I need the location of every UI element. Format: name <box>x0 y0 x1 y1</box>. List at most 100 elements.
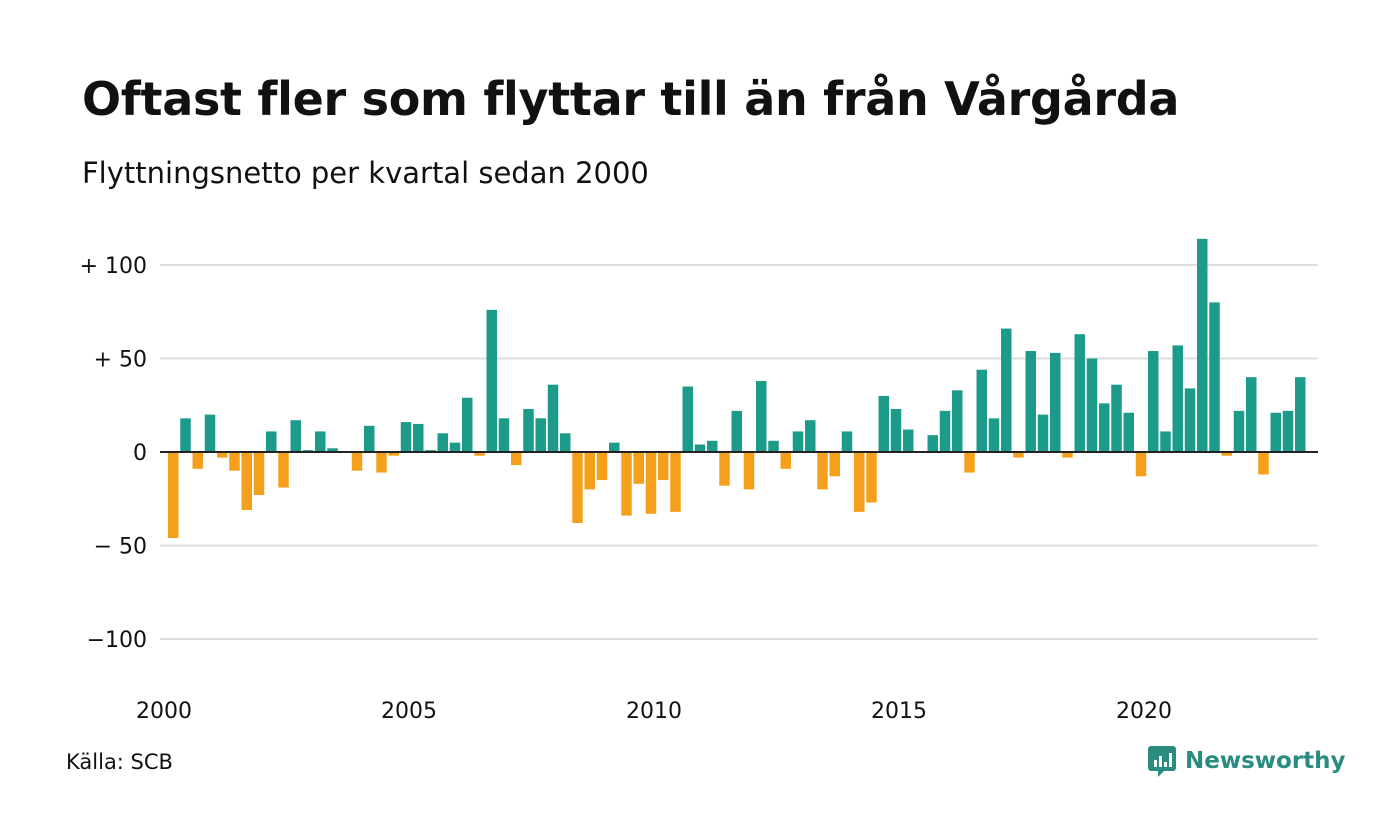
bar <box>780 452 791 469</box>
bar <box>633 452 644 484</box>
x-tick-label: 2000 <box>136 699 192 724</box>
bar <box>878 395 889 452</box>
bar <box>229 452 240 471</box>
bar <box>1062 452 1073 458</box>
bar <box>1172 345 1183 452</box>
bar <box>572 452 583 524</box>
bar <box>927 435 938 452</box>
bar <box>400 422 412 452</box>
bar <box>1197 238 1208 452</box>
bar <box>1282 410 1294 452</box>
bar <box>939 410 951 452</box>
bar <box>376 452 387 473</box>
bar <box>180 418 191 452</box>
y-axis-labels: + 100 + 50 0 − 50 −100 <box>80 254 147 653</box>
y-tick-label: + 100 <box>80 254 147 279</box>
bar <box>952 390 963 452</box>
bar <box>1221 452 1232 456</box>
bar <box>707 440 718 452</box>
bar <box>768 440 779 452</box>
bar <box>694 444 706 452</box>
bar <box>1295 377 1306 452</box>
bar <box>731 410 742 452</box>
bar <box>658 452 669 481</box>
source-note: Källa: SCB <box>66 750 173 774</box>
bar <box>609 442 620 452</box>
bar <box>1013 452 1024 458</box>
bar <box>1025 351 1036 452</box>
bar <box>841 431 853 452</box>
bar <box>241 452 252 510</box>
bar <box>1123 412 1134 452</box>
bar <box>1209 302 1220 452</box>
x-tick-label: 2010 <box>626 699 682 724</box>
bar <box>903 429 914 452</box>
bar <box>437 433 448 452</box>
bar <box>1148 351 1159 452</box>
bar <box>596 452 608 481</box>
bar <box>266 431 277 452</box>
bar <box>351 452 363 471</box>
bar <box>792 431 804 452</box>
bar <box>388 452 399 456</box>
bar <box>523 408 534 452</box>
bar <box>682 386 693 452</box>
bar <box>278 452 289 488</box>
bar <box>1184 388 1196 452</box>
bar <box>560 433 571 452</box>
x-tick-label: 2005 <box>381 699 437 724</box>
bars <box>168 238 1306 539</box>
bar <box>976 369 987 452</box>
bar <box>498 418 510 452</box>
bar <box>621 452 632 516</box>
gridlines <box>160 264 1318 640</box>
bar <box>315 431 326 452</box>
bar <box>1111 384 1122 452</box>
bar <box>253 452 265 496</box>
bar <box>743 452 755 490</box>
bar <box>988 418 1000 452</box>
bar <box>462 397 473 452</box>
bar <box>511 452 522 466</box>
brand-logo: Newsworthy <box>1147 744 1346 778</box>
bar <box>1074 334 1085 452</box>
y-tick-label: −100 <box>87 628 147 653</box>
newsworthy-logo-icon <box>1148 746 1176 777</box>
bar <box>756 380 767 452</box>
bar <box>547 384 559 452</box>
bar <box>474 452 485 456</box>
bar <box>1086 358 1098 452</box>
bar <box>829 452 840 477</box>
bar <box>584 452 595 490</box>
bar <box>866 452 877 503</box>
x-axis-labels: 2000 2005 2010 2015 2020 <box>136 699 1172 724</box>
bar <box>168 452 179 539</box>
bar <box>449 442 461 452</box>
bar <box>645 452 657 514</box>
bar <box>364 425 375 452</box>
bar <box>1050 352 1061 452</box>
bar <box>1233 410 1245 452</box>
bar <box>1258 452 1269 475</box>
bar <box>1246 377 1257 452</box>
bar <box>204 414 216 452</box>
bar <box>290 420 301 452</box>
x-tick-label: 2020 <box>1116 699 1172 724</box>
bar <box>1099 403 1110 452</box>
y-tick-label: − 50 <box>94 535 147 560</box>
bar <box>964 452 975 473</box>
brand-name: Newsworthy <box>1185 748 1346 774</box>
bar <box>805 420 816 452</box>
bar <box>413 423 424 452</box>
bar <box>1160 431 1171 452</box>
bar <box>192 452 203 469</box>
bar <box>719 452 730 486</box>
chart-title: Oftast fler som flyttar till än från Vår… <box>82 72 1180 126</box>
bar <box>1037 414 1049 452</box>
bar <box>535 418 546 452</box>
bar <box>1270 412 1281 452</box>
bar <box>486 309 497 452</box>
y-tick-label: + 50 <box>94 348 147 373</box>
bar <box>327 448 338 452</box>
